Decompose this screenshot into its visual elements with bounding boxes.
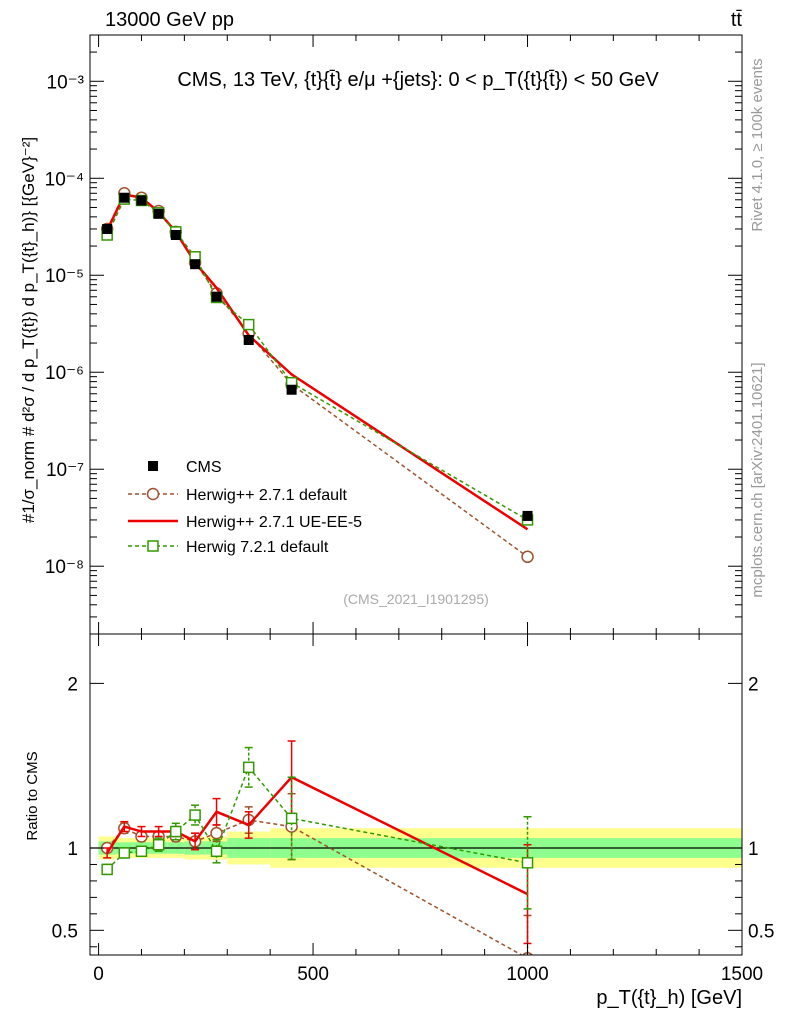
- ratio-axis-label: Ratio to CMS: [24, 751, 41, 840]
- ratio-line-h721: [106, 765, 528, 870]
- legend: CMS Herwig++ 2.7.1 default Herwig++ 2.7.…: [128, 459, 362, 556]
- legend-marker-cms: [148, 461, 158, 471]
- legend-label-herwig271-default: Herwig++ 2.7.1 default: [186, 487, 348, 504]
- x-axis-label: p_T({t}_h) [GeV]: [596, 987, 742, 1009]
- legend-marker-herwig721: [147, 540, 159, 552]
- ratio-tick-label-right: 1: [748, 839, 759, 860]
- ratio-point-h721: [242, 761, 255, 774]
- ratio-point-h721: [189, 809, 201, 821]
- x-tick-label: 1500: [721, 964, 763, 985]
- ratio-line-h271ue: [106, 775, 529, 896]
- mcplots-label: mcplots.cern.ch [arXiv:2401.10621]: [749, 362, 766, 597]
- header-right: tt̄: [731, 9, 743, 31]
- ratio-point-h721: [521, 857, 534, 869]
- chart-title: CMS, 13 TeV, {t}{t̄} e/μ +{jets}: 0 < p_…: [177, 69, 659, 91]
- ratio-tick-label: 1: [67, 839, 78, 860]
- data-point-cms: [243, 334, 254, 345]
- main-line-h271ue: [106, 193, 529, 531]
- data-point-cms: [170, 230, 181, 241]
- x-tick-label: 500: [297, 964, 329, 985]
- ratio-tick-label: 0.5: [52, 921, 78, 942]
- ratio-tick-label-right: 2: [748, 674, 759, 695]
- ratio-line-h271def: [106, 819, 524, 955]
- ratio-group-h721: [101, 746, 534, 910]
- ratio-point-h721: [152, 838, 165, 851]
- y-tick-label: 10⁻⁵: [45, 266, 84, 287]
- x-tick-label: 1000: [506, 964, 548, 985]
- data-point-cms: [153, 208, 164, 219]
- y-axis-label: #1/σ_norm # d²σ / d p_T({t}) d p_T({t}_h…: [19, 137, 38, 523]
- data-point-cms: [136, 195, 147, 206]
- ratio-point-h721: [135, 845, 148, 858]
- ratio-tick-label-right: 0.5: [748, 921, 774, 942]
- legend-label-herwig721: Herwig 7.2.1 default: [186, 539, 329, 556]
- y-tick-label: 10⁻⁷: [46, 460, 84, 481]
- watermark: (CMS_2021_I1901295): [343, 591, 489, 607]
- ratio-point-h721: [118, 847, 131, 859]
- y-tick-label: 10⁻³: [47, 72, 85, 93]
- data-point-cms: [522, 510, 533, 521]
- legend-label-herwig271-ue: Herwig++ 2.7.1 UE-EE-5: [186, 514, 362, 531]
- data-point-cms: [190, 259, 201, 270]
- ratio-point-h721: [210, 845, 223, 858]
- ratio-tick-label: 2: [67, 674, 78, 695]
- y-tick-label: 10⁻⁸: [45, 557, 84, 578]
- main-line-h721: [106, 198, 528, 521]
- data-point-cms: [119, 192, 130, 203]
- legend-marker-herwig271-default: [146, 487, 160, 501]
- rivet-label: Rivet 4.1.0, ≥ 100k events: [749, 58, 766, 231]
- y-tick-label: 10⁻⁴: [45, 169, 84, 190]
- ratio-point-h721: [170, 825, 182, 838]
- ratio-point-h721: [285, 812, 298, 825]
- ratio-point-h721: [101, 863, 113, 876]
- ratio-point-h271def: [210, 826, 223, 840]
- data-point-cms: [102, 223, 113, 234]
- legend-label-cms: CMS: [186, 459, 222, 476]
- ratio-frame: [89, 633, 743, 956]
- main-point-h271def: [521, 550, 534, 564]
- data-point-cms: [286, 384, 297, 395]
- data-point-cms: [211, 291, 222, 302]
- header-left: 13000 GeV pp: [105, 9, 234, 31]
- x-tick-label: 0: [93, 964, 104, 985]
- y-tick-label: 10⁻⁶: [45, 363, 84, 384]
- main-point-h721: [242, 318, 255, 331]
